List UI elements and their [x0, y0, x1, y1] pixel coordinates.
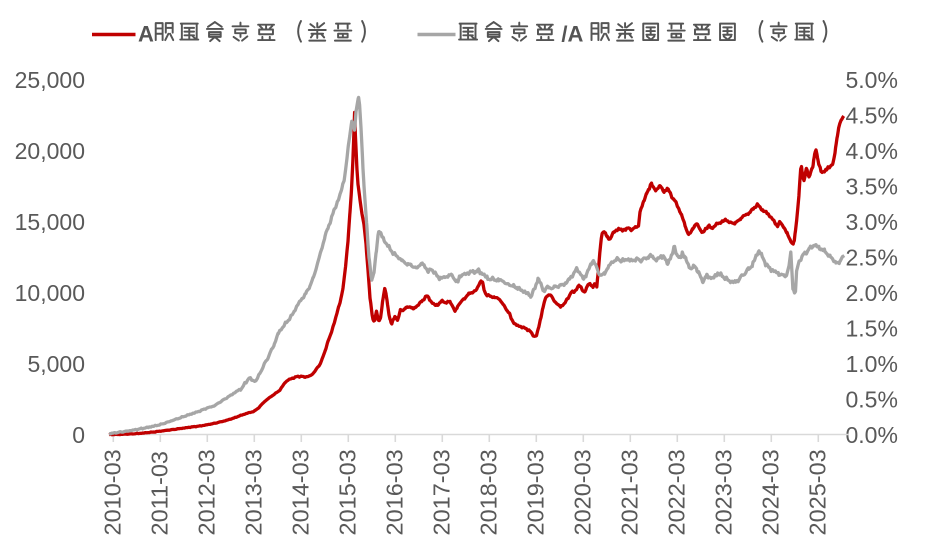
svg-text:2019-03: 2019-03	[523, 449, 549, 535]
svg-text:2024-03: 2024-03	[758, 449, 784, 535]
svg-text:2015-03: 2015-03	[335, 449, 361, 535]
svg-text:20,000: 20,000	[15, 138, 85, 164]
svg-text:2016-03: 2016-03	[382, 449, 408, 535]
svg-text:A: A	[138, 22, 154, 47]
svg-text:2023-03: 2023-03	[711, 449, 737, 535]
svg-text:2025-03: 2025-03	[805, 449, 831, 535]
svg-text:0.0%: 0.0%	[846, 422, 898, 448]
svg-text:2.5%: 2.5%	[846, 245, 898, 271]
svg-text:10,000: 10,000	[15, 280, 85, 306]
svg-text:4.5%: 4.5%	[846, 103, 898, 129]
svg-text:4.0%: 4.0%	[846, 138, 898, 164]
svg-text:2014-03: 2014-03	[288, 449, 314, 535]
svg-text:3.5%: 3.5%	[846, 174, 898, 200]
svg-text:2020-03: 2020-03	[570, 449, 596, 535]
svg-text:2018-03: 2018-03	[476, 449, 502, 535]
svg-text:5.0%: 5.0%	[846, 67, 898, 93]
svg-text:/A: /A	[561, 22, 583, 47]
svg-text:0.5%: 0.5%	[846, 387, 898, 413]
svg-text:2021-03: 2021-03	[617, 449, 643, 535]
svg-text:2013-03: 2013-03	[241, 449, 267, 535]
svg-text:15,000: 15,000	[15, 209, 85, 235]
svg-text:1.0%: 1.0%	[846, 351, 898, 377]
svg-text:2022-03: 2022-03	[664, 449, 690, 535]
svg-text:2012-03: 2012-03	[194, 449, 220, 535]
svg-text:2.0%: 2.0%	[846, 280, 898, 306]
svg-text:2017-03: 2017-03	[429, 449, 455, 535]
svg-text:2011-03: 2011-03	[147, 451, 173, 536]
svg-text:0: 0	[72, 422, 85, 448]
svg-text:2010-03: 2010-03	[100, 449, 126, 535]
svg-text:3.0%: 3.0%	[846, 209, 898, 235]
svg-text:25,000: 25,000	[15, 67, 85, 93]
svg-text:1.5%: 1.5%	[846, 316, 898, 342]
svg-text:5,000: 5,000	[27, 351, 85, 377]
